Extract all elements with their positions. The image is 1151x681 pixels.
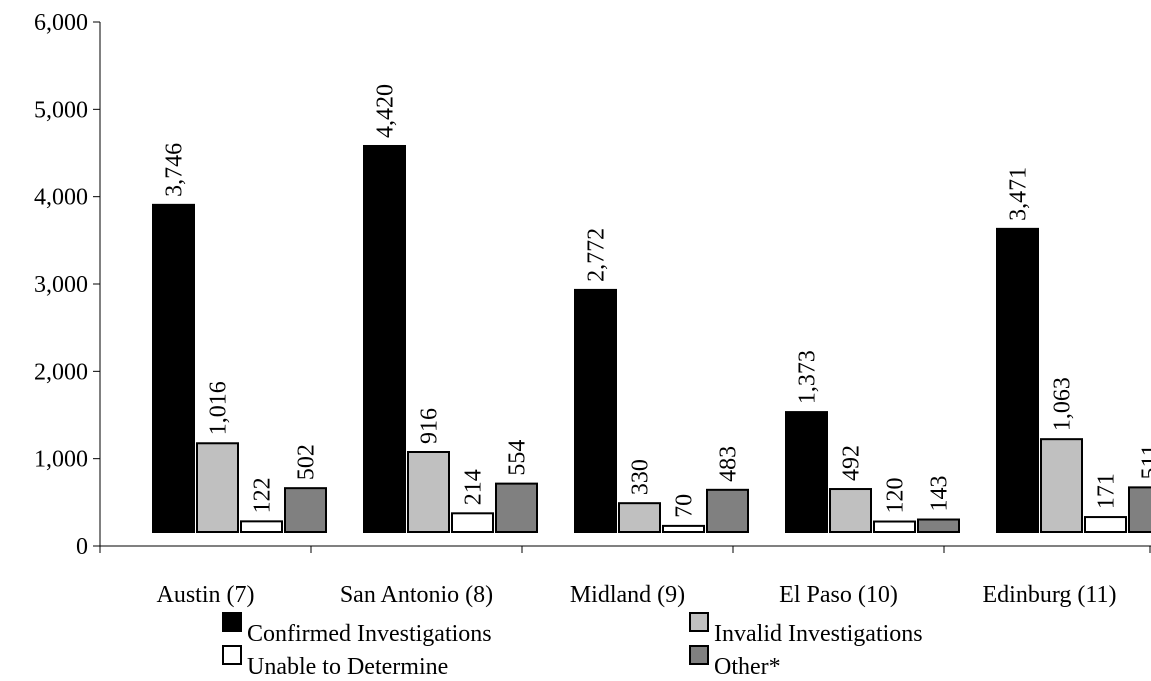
legend-label: Invalid Investigations [714, 621, 923, 647]
bar [152, 203, 195, 533]
bar [1128, 486, 1151, 534]
data-labels: 3,746 1,016 122 502 4,420 916 214 554 2,772 330 70… [162, 84, 1151, 518]
bar [873, 520, 916, 534]
data-label: 3,746 [162, 143, 188, 197]
data-label: 3,471 [1006, 167, 1032, 221]
data-label: 1,016 [206, 381, 232, 435]
bars [152, 144, 1151, 534]
bar [618, 502, 661, 533]
data-label: 330 [628, 459, 654, 495]
data-label: 502 [294, 444, 320, 480]
bar [495, 482, 538, 534]
data-label: 120 [883, 478, 909, 514]
data-label: 1,063 [1050, 377, 1076, 431]
category-label: Edinburg (11) [983, 582, 1117, 608]
data-label: 483 [716, 446, 742, 482]
data-label: 2,772 [584, 228, 610, 282]
data-label: 122 [250, 477, 276, 513]
data-label: 1,373 [795, 350, 821, 404]
bar [284, 487, 327, 533]
y-tick-label: 1,000 [34, 447, 88, 473]
legend-label: Other* [714, 654, 781, 680]
category-label: El Paso (10) [779, 582, 898, 608]
data-label: 492 [839, 445, 865, 481]
legend-label: Confirmed Investigations [247, 621, 492, 647]
bar [574, 288, 617, 533]
legend-label: Unable to Determine [247, 654, 448, 680]
category-label: Austin (7) [157, 582, 255, 608]
bar [363, 144, 406, 533]
y-tick-label: 2,000 [34, 359, 88, 385]
bar [829, 488, 872, 534]
bar [1084, 516, 1127, 533]
y-axis: 0 1,000 2,000 3,000 4,000 5,000 6,000 [34, 10, 101, 560]
data-label: 214 [461, 469, 487, 505]
bar [407, 451, 450, 533]
bar [451, 512, 494, 534]
legend-swatch [689, 612, 709, 632]
y-tick-label: 3,000 [34, 272, 88, 298]
data-label: 554 [505, 440, 531, 476]
category-label: Midland (9) [570, 582, 685, 608]
legend-swatch [222, 612, 242, 632]
y-tick-label: 0 [76, 534, 88, 560]
y-tick-label: 5,000 [34, 97, 88, 123]
data-label: 143 [927, 476, 953, 512]
bar [196, 442, 239, 534]
data-label: 4,420 [373, 84, 399, 138]
bar [662, 524, 705, 533]
legend: Confirmed Investigations Invalid Investig… [222, 612, 923, 680]
bar [240, 520, 283, 534]
data-label: 916 [417, 408, 443, 444]
data-label: 511 [1138, 444, 1151, 479]
x-axis: Austin (7) San Antonio (8) Midland (9) El P… [99, 545, 1151, 608]
legend-swatch [689, 645, 709, 665]
bar [917, 518, 960, 534]
y-tick-label: 4,000 [34, 185, 88, 211]
bar [785, 411, 828, 534]
data-label: 171 [1094, 473, 1120, 509]
data-label: 70 [672, 494, 698, 518]
bar [1040, 438, 1083, 534]
legend-swatch [222, 645, 242, 665]
bar [706, 488, 749, 533]
bar [996, 227, 1039, 533]
category-label: San Antonio (8) [340, 582, 493, 608]
y-tick-label: 6,000 [34, 10, 88, 36]
